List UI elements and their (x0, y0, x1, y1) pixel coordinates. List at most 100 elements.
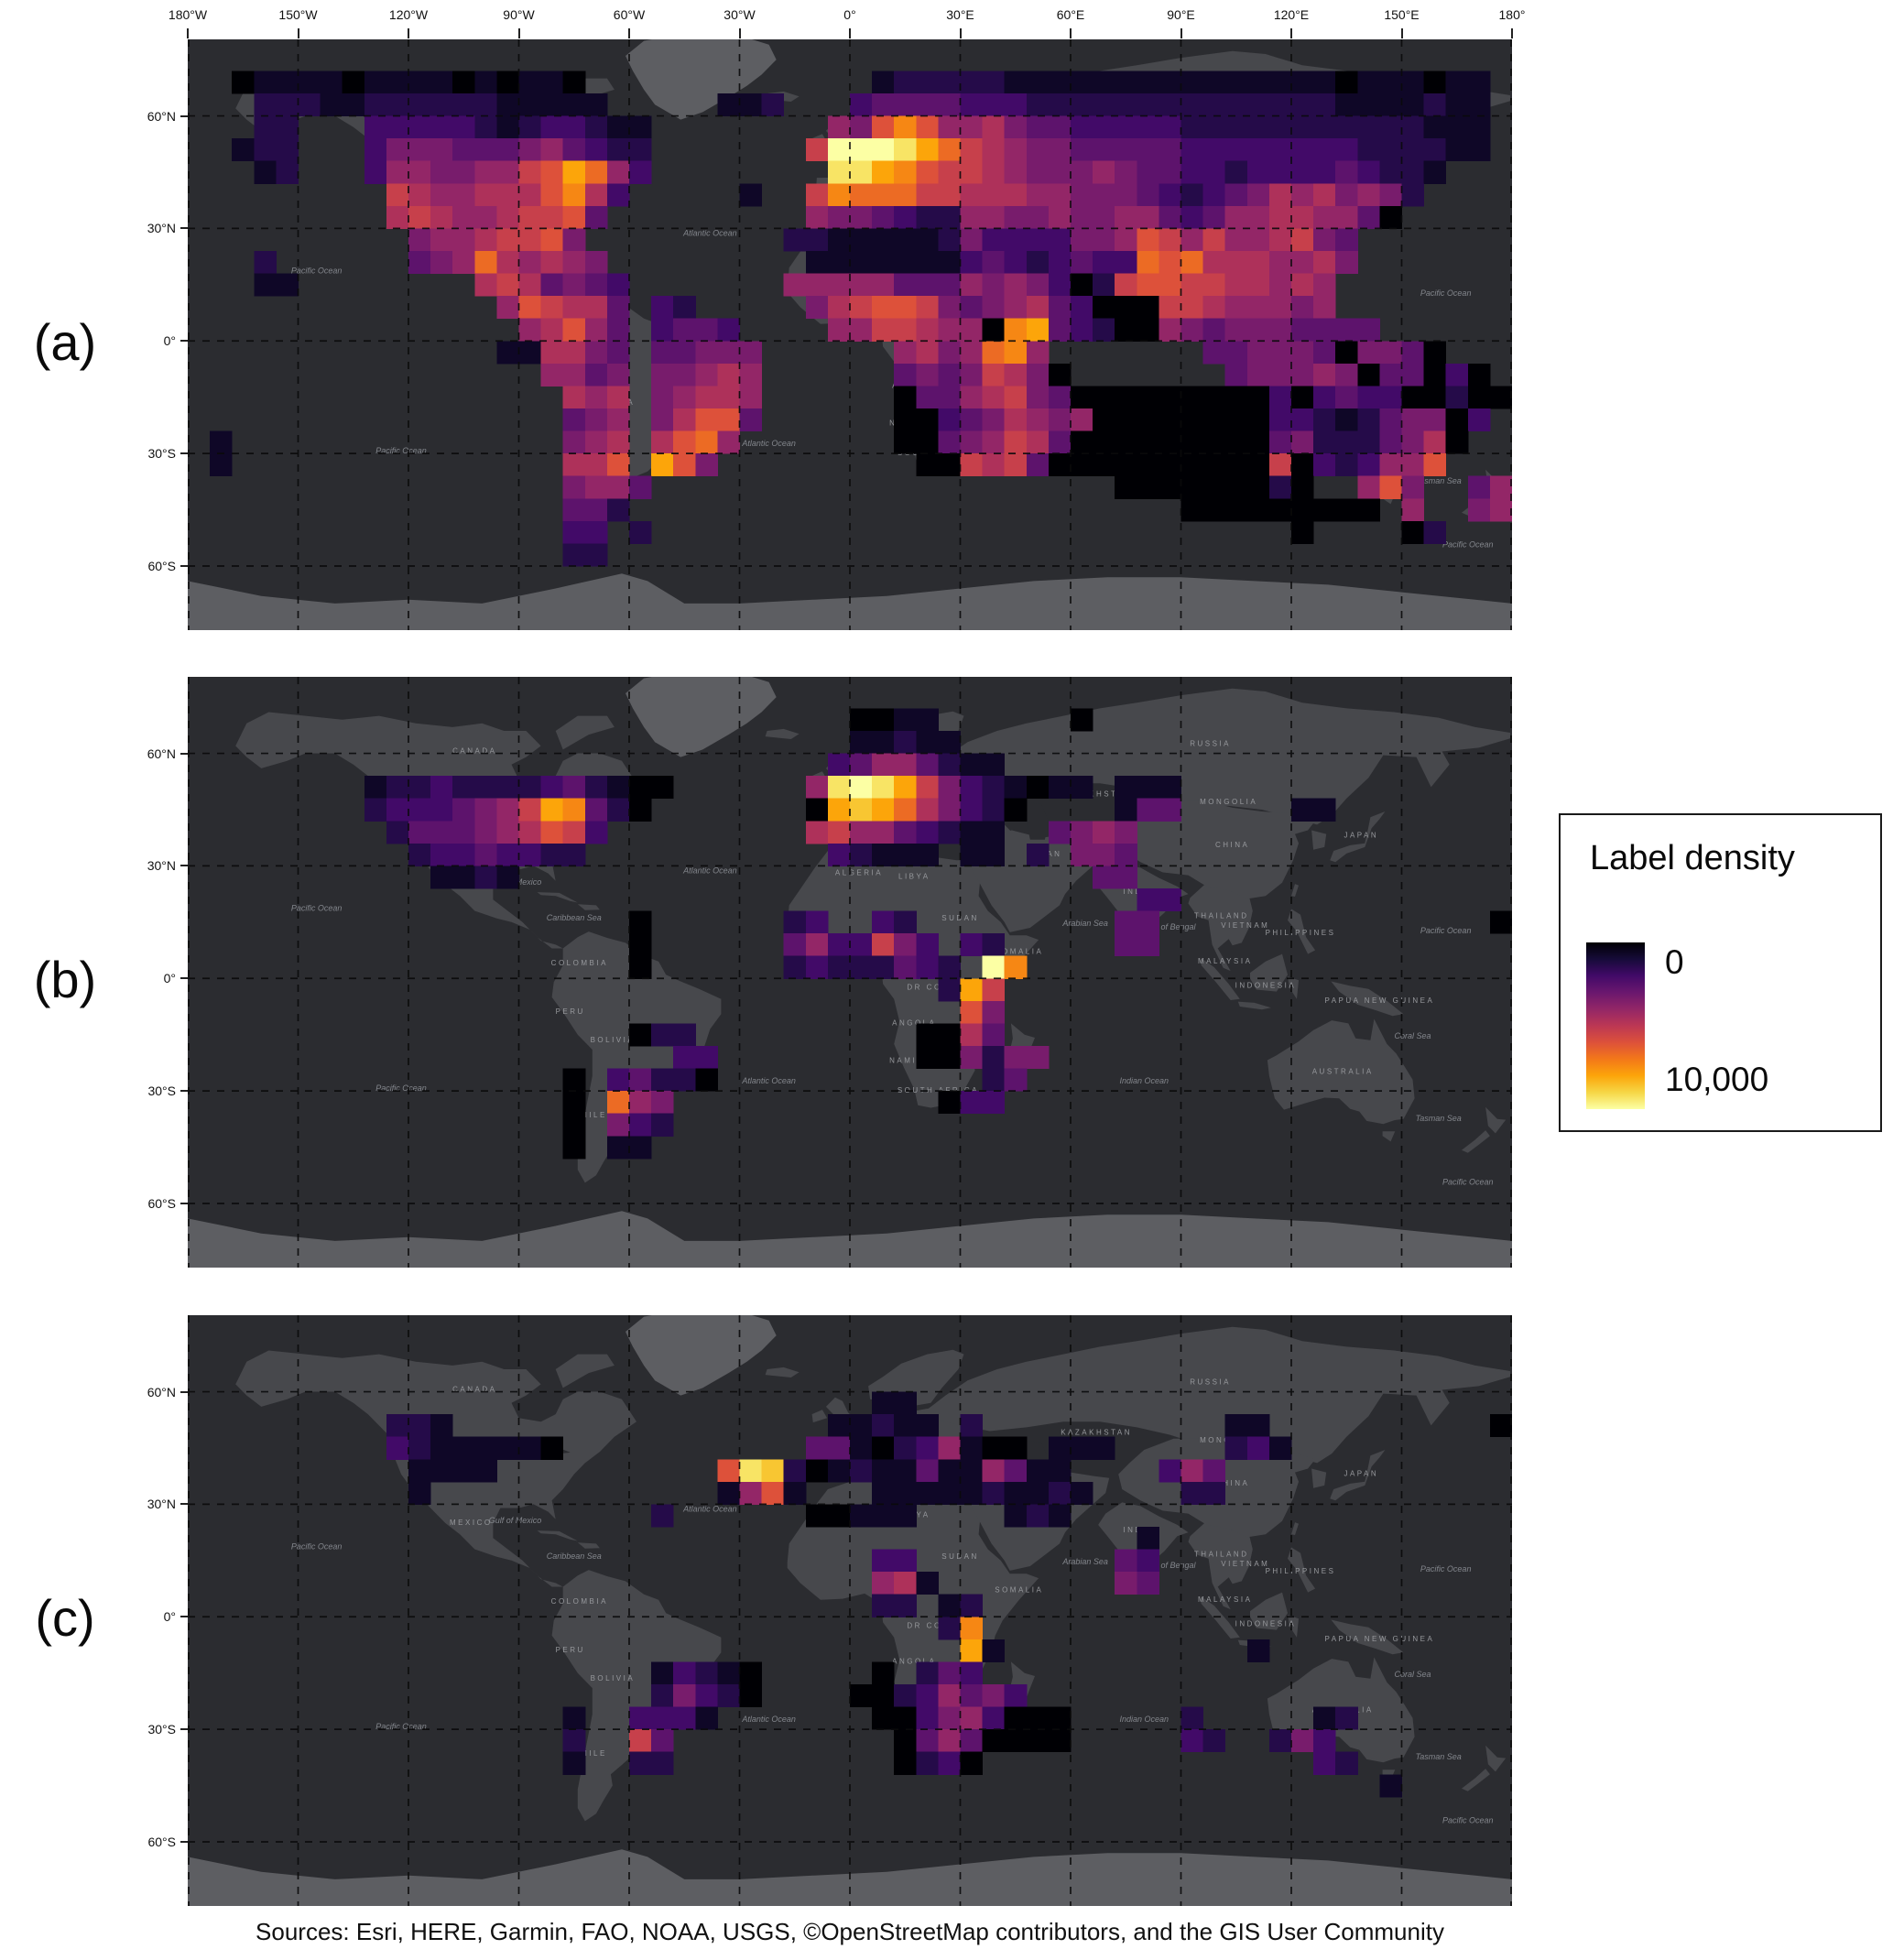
density-cell (1202, 115, 1226, 139)
density-cell (872, 183, 895, 207)
density-cell (673, 1661, 696, 1685)
density-cell (606, 341, 630, 365)
density-cell (1489, 1414, 1512, 1438)
density-cell (452, 866, 475, 889)
density-cell (1071, 318, 1093, 342)
density-cell (496, 821, 519, 844)
density-cell (1357, 318, 1380, 342)
density-cell (894, 1549, 917, 1573)
density-cell (960, 318, 984, 342)
landmass (1250, 1592, 1288, 1630)
density-cell (1115, 205, 1137, 229)
density-cell (651, 1684, 674, 1708)
density-cell (562, 408, 586, 432)
density-cell (1093, 183, 1115, 207)
lat-tick-mark (180, 977, 188, 980)
density-cell (496, 798, 519, 822)
density-cell (1224, 408, 1248, 432)
density-cell (1159, 228, 1181, 252)
lat-tick-label: 30°S (147, 1083, 176, 1099)
density-cell (1224, 1414, 1248, 1438)
landmass (1331, 1619, 1404, 1655)
density-cell (872, 318, 895, 342)
density-cell (452, 251, 475, 275)
density-cell (894, 955, 917, 979)
density-cell (1071, 251, 1093, 275)
density-cell (1202, 160, 1226, 184)
density-cell (938, 978, 961, 1002)
density-cell (1291, 430, 1314, 454)
density-cell (1335, 183, 1358, 207)
density-cell (1137, 251, 1159, 275)
density-cell (651, 1751, 674, 1775)
density-cell (474, 71, 497, 94)
density-cell (540, 205, 564, 229)
density-cell (1048, 251, 1072, 275)
density-cell (1026, 1459, 1050, 1483)
lon-tick-label: 30°E (946, 7, 974, 22)
density-cell (1026, 93, 1050, 117)
country-label: AUSTRALIA (1312, 1068, 1374, 1076)
density-cell (364, 160, 387, 184)
density-cell (894, 408, 917, 432)
density-cell (562, 1706, 586, 1730)
density-cell (1093, 866, 1115, 889)
density-cell (1004, 430, 1028, 454)
density-cell (1335, 115, 1358, 139)
density-cell (1115, 843, 1137, 866)
lon-tick-mark (1180, 28, 1182, 38)
density-cell (872, 1684, 895, 1708)
density-cell (629, 115, 652, 139)
graticule (188, 39, 1512, 630)
density-cell (1048, 228, 1072, 252)
density-cell (872, 1391, 895, 1415)
density-cell (916, 821, 939, 844)
density-cell (827, 933, 851, 957)
density-cell (1093, 408, 1115, 432)
density-cell (1202, 341, 1226, 365)
lat-tick-label: 0° (163, 971, 176, 986)
density-cell (827, 138, 851, 162)
density-cell (1268, 205, 1292, 229)
density-cell (1357, 341, 1380, 365)
lon-tick-mark (1400, 28, 1403, 38)
density-cell (1291, 160, 1314, 184)
density-cell (872, 1706, 895, 1730)
density-cell (916, 93, 939, 117)
density-cell (1180, 115, 1204, 139)
density-cell (1423, 363, 1447, 387)
density-cell (1489, 475, 1512, 499)
density-cell (916, 708, 939, 732)
density-cell (651, 1091, 674, 1115)
density-cell (1246, 115, 1270, 139)
density-cell (276, 115, 299, 139)
lat-tick-mark (180, 564, 188, 567)
density-cell (1401, 453, 1425, 477)
density-cell (938, 1046, 961, 1070)
density-cell (1335, 341, 1358, 365)
density-cell (1159, 251, 1181, 275)
density-cell (1026, 318, 1050, 342)
density-cell (938, 753, 961, 777)
density-cell (430, 183, 453, 207)
density-cell (982, 1023, 1006, 1047)
density-cell (960, 1594, 984, 1617)
landmass (1291, 884, 1299, 897)
density-cell (1048, 776, 1072, 800)
density-cell (1357, 205, 1380, 229)
density-cell (584, 386, 608, 409)
density-cell (1115, 318, 1137, 342)
landmass (1288, 1615, 1299, 1638)
density-cell (1224, 453, 1248, 477)
density-cell (938, 183, 961, 207)
density-cell (1445, 430, 1469, 454)
country-label: PERU (556, 1646, 585, 1654)
density-cell (386, 205, 409, 229)
density-cell (1159, 430, 1181, 454)
density-cell (1291, 296, 1314, 320)
density-cell (1445, 93, 1469, 117)
density-cell (518, 318, 542, 342)
density-cell (518, 1436, 542, 1460)
density-cell (960, 1091, 984, 1115)
density-cell (1004, 1729, 1028, 1753)
